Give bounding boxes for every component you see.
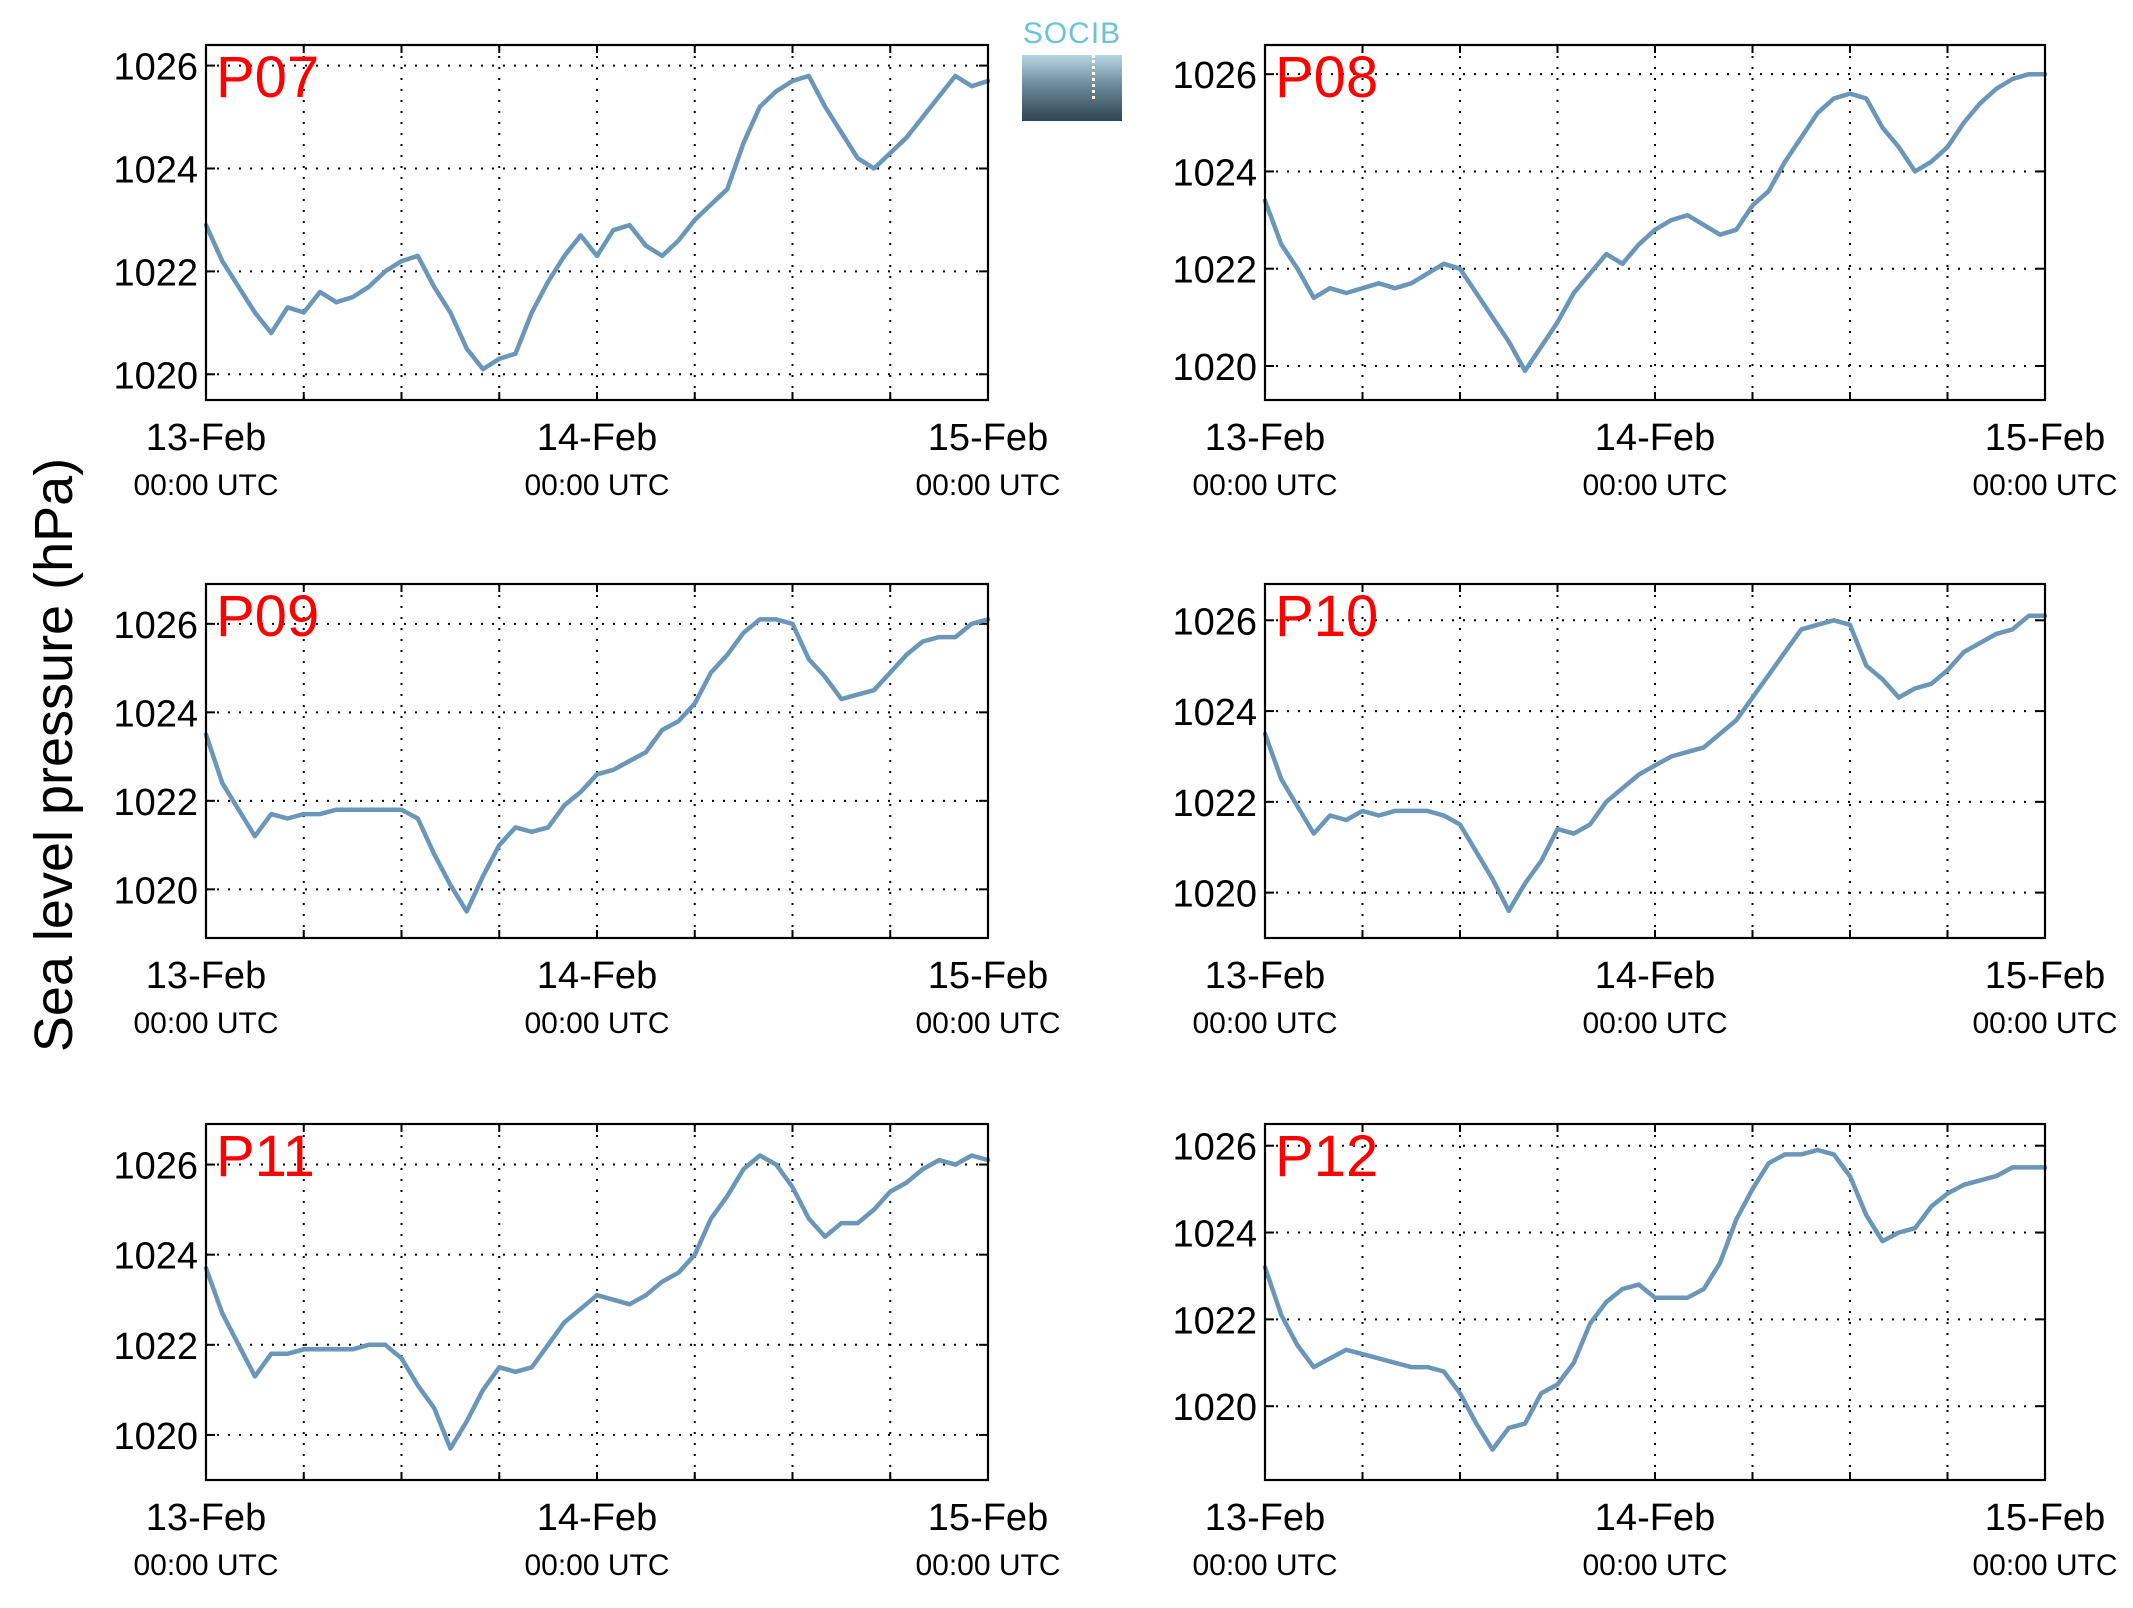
x-tick-label-time: 00:00 UTC [1582,1549,1727,1582]
y-tick-label: 1022 [113,1326,198,1368]
y-tick-label: 1026 [113,1146,198,1188]
y-tick-label: 1024 [1172,1214,1257,1256]
y-tick-label: 1026 [113,47,198,89]
x-tick-label-date: 15-Feb [1985,1497,2105,1539]
x-tick-label-time: 00:00 UTC [133,469,278,502]
y-tick-label: 1020 [113,870,198,912]
station-label-p10: P10 [1275,584,1378,649]
station-label-p08: P08 [1275,45,1378,110]
x-tick-label-time: 00:00 UTC [133,1549,278,1582]
x-tick-label-time: 00:00 UTC [915,1007,1060,1040]
axes-frame [204,1122,990,1482]
x-tick-label-time: 00:00 UTC [915,1549,1060,1582]
x-tick-label-time: 00:00 UTC [1972,469,2117,502]
axes-frame [1263,43,2047,402]
x-tick-label-date: 15-Feb [1985,955,2105,997]
socib-logo: SOCIB [1022,15,1122,121]
y-tick-label: 1020 [113,355,198,397]
y-tick-label: 1022 [113,782,198,824]
x-tick-label-date: 13-Feb [146,955,266,997]
x-tick-label-date: 14-Feb [1595,417,1715,459]
x-tick-label-time: 00:00 UTC [915,469,1060,502]
y-tick-label: 1026 [113,605,198,647]
logo-dots [1092,55,1095,99]
y-tick-label: 1020 [1172,874,1257,916]
y-tick-label: 1026 [1172,601,1257,643]
series-line-p10 [1262,613,2048,914]
axes-frame [204,582,990,940]
x-tick-label-date: 14-Feb [537,417,657,459]
y-tick-label: 1024 [113,693,198,735]
y-tick-label: 1024 [1172,692,1257,734]
x-tick-label-time: 00:00 UTC [1192,1549,1337,1582]
x-tick-label-time: 00:00 UTC [1582,469,1727,502]
x-tick-label-time: 00:00 UTC [133,1007,278,1040]
x-tick-label-time: 00:00 UTC [1192,1007,1337,1040]
x-tick-label-time: 00:00 UTC [524,469,669,502]
y-tick-label: 1026 [1172,55,1257,97]
x-tick-label-date: 13-Feb [1205,417,1325,459]
y-tick-label: 1024 [1172,152,1257,194]
y-tick-label: 1020 [113,1416,198,1458]
axes-frame [204,43,990,402]
x-tick-label-time: 00:00 UTC [1582,1007,1727,1040]
x-tick-label-time: 00:00 UTC [524,1549,669,1582]
x-tick-label-date: 15-Feb [928,955,1048,997]
x-tick-label-date: 13-Feb [146,1497,266,1539]
x-tick-label-time: 00:00 UTC [1192,469,1337,502]
y-tick-label: 1024 [113,149,198,191]
station-label-p12: P12 [1275,1124,1378,1189]
y-tick-label: 1020 [1172,1387,1257,1429]
y-tick-label: 1022 [113,252,198,294]
x-tick-label-date: 14-Feb [1595,955,1715,997]
x-tick-label-date: 15-Feb [1985,417,2105,459]
series-line-p11 [203,1153,991,1451]
y-tick-label: 1024 [113,1236,198,1278]
y-tick-label: 1020 [1172,347,1257,389]
y-tick-label: 1026 [1172,1127,1257,1169]
station-label-p07: P07 [216,45,319,110]
logo-emblem [1022,55,1122,121]
x-tick-label-date: 14-Feb [537,1497,657,1539]
axes-frame [1263,582,2047,940]
y-tick-label: 1022 [1172,1300,1257,1342]
axes-frame [1263,1122,2047,1482]
series-line-p09 [203,617,991,914]
series-line-p12 [1262,1147,2048,1452]
station-label-p11: P11 [216,1124,315,1189]
x-tick-label-time: 00:00 UTC [1972,1549,2117,1582]
x-tick-label-date: 13-Feb [146,417,266,459]
x-tick-label-time: 00:00 UTC [524,1007,669,1040]
series-line-p07 [203,73,991,372]
series-line-p08 [1262,71,2048,374]
x-tick-label-date: 14-Feb [537,955,657,997]
x-tick-label-date: 14-Feb [1595,1497,1715,1539]
x-tick-label-date: 15-Feb [928,417,1048,459]
station-label-p09: P09 [216,584,319,649]
x-tick-label-date: 13-Feb [1205,955,1325,997]
x-tick-label-date: 15-Feb [928,1497,1048,1539]
x-tick-label-date: 13-Feb [1205,1497,1325,1539]
y-tick-label: 1022 [1172,250,1257,292]
x-tick-label-time: 00:00 UTC [1972,1007,2117,1040]
logo-wordmark: SOCIB [1022,17,1122,50]
y-tick-label: 1022 [1172,783,1257,825]
